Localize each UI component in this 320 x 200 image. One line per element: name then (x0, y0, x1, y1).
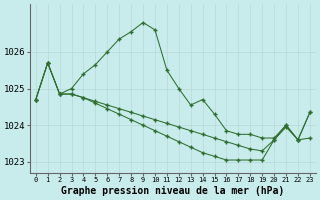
X-axis label: Graphe pression niveau de la mer (hPa): Graphe pression niveau de la mer (hPa) (61, 186, 284, 196)
